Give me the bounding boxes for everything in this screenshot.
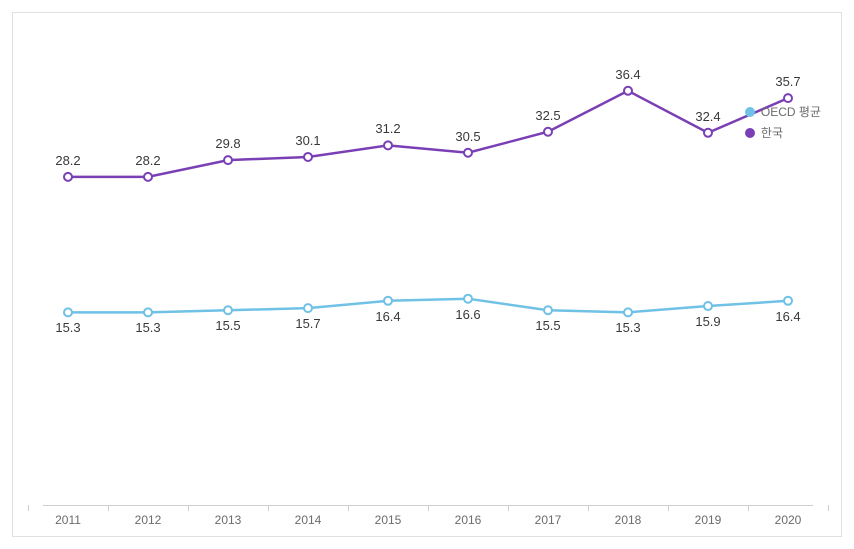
x-axis-label: 2011	[55, 513, 81, 527]
data-label-oecd: 15.5	[215, 318, 240, 333]
x-axis-label: 2020	[775, 513, 802, 527]
data-label-oecd: 16.6	[455, 307, 480, 322]
legend-label-korea: 한국	[761, 124, 783, 141]
x-tick	[508, 505, 509, 511]
x-axis-label: 2013	[215, 513, 242, 527]
data-label-korea: 35.7	[775, 74, 800, 89]
legend-swatch-oecd	[745, 107, 755, 117]
legend-item-korea: 한국	[745, 124, 821, 141]
labels-layer: 15.3 15.3 15.5 15.7 16.4 16.6 15.5 15.3 15.9 16.4…	[43, 33, 813, 493]
data-label-korea: 28.2	[55, 153, 80, 168]
legend-swatch-korea	[745, 128, 755, 138]
x-tick	[188, 505, 189, 511]
x-tick	[108, 505, 109, 511]
data-label-korea: 36.4	[615, 67, 640, 82]
x-tick	[348, 505, 349, 511]
x-axis-label: 2014	[295, 513, 322, 527]
data-label-korea: 30.5	[455, 129, 480, 144]
x-axis-label: 2017	[535, 513, 562, 527]
data-label-oecd: 15.7	[295, 316, 320, 331]
data-label-korea: 29.8	[215, 136, 240, 151]
data-label-oecd: 15.3	[135, 320, 160, 335]
data-label-korea: 32.5	[535, 108, 560, 123]
data-label-oecd: 15.3	[55, 320, 80, 335]
data-label-korea: 28.2	[135, 153, 160, 168]
x-axis-label: 2019	[695, 513, 722, 527]
data-label-oecd: 15.5	[535, 318, 560, 333]
x-axis-label: 2018	[615, 513, 642, 527]
x-axis-label: 2015	[375, 513, 402, 527]
legend-label-oecd: OECD 평균	[761, 103, 821, 120]
x-axis-label: 2016	[455, 513, 482, 527]
x-tick	[28, 505, 29, 511]
data-label-korea: 32.4	[695, 109, 720, 124]
data-label-korea: 30.1	[295, 133, 320, 148]
x-tick	[428, 505, 429, 511]
data-label-oecd: 16.4	[775, 309, 800, 324]
plot-area: 15.3 15.3 15.5 15.7 16.4 16.6 15.5 15.3 15.9 16.4…	[43, 33, 813, 493]
data-label-oecd: 15.3	[615, 320, 640, 335]
x-tick	[828, 505, 829, 511]
legend: OECD 평균 한국	[745, 103, 821, 145]
legend-item-oecd: OECD 평균	[745, 103, 821, 120]
x-tick	[268, 505, 269, 511]
x-tick	[588, 505, 589, 511]
x-axis-label: 2012	[135, 513, 162, 527]
x-tick	[668, 505, 669, 511]
data-label-oecd: 16.4	[375, 309, 400, 324]
chart-frame: 15.3 15.3 15.5 15.7 16.4 16.6 15.5 15.3 15.9 16.4…	[12, 12, 842, 537]
data-label-oecd: 15.9	[695, 314, 720, 329]
data-label-korea: 31.2	[375, 121, 400, 136]
x-tick	[748, 505, 749, 511]
